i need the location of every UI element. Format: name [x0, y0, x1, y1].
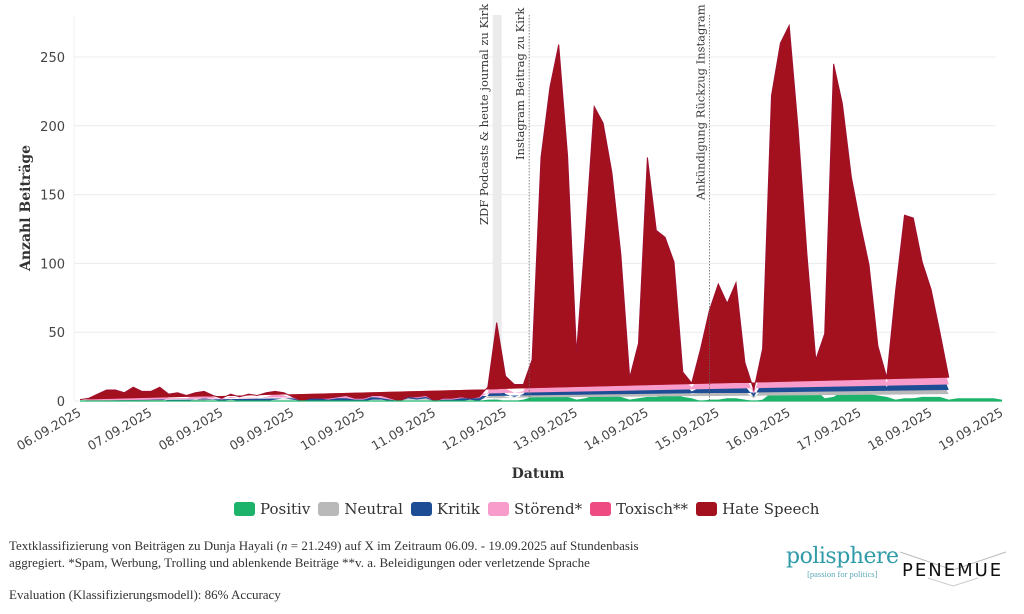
x-tick-label: 18.09.2025 — [865, 405, 934, 454]
legend-label: Hate Speech — [722, 500, 820, 518]
x-tick-label: 07.09.2025 — [85, 405, 154, 454]
legend-label: Neutral — [344, 500, 403, 518]
legend-label: Positiv — [260, 500, 311, 518]
x-tick-label: 10.09.2025 — [298, 405, 367, 454]
annotations: ZDF Podcasts & heute journal zu Kirk Inst… — [477, 3, 710, 401]
penemue-logo-name: PENEMUE — [902, 560, 1004, 581]
x-tick-label: 19.09.2025 — [936, 405, 1005, 454]
caption-evaluation: Evaluation (Klassifizierungsmodell): 86%… — [9, 587, 281, 602]
polisphere-logo-name: polisphere — [786, 544, 899, 569]
total-outline — [79, 23, 950, 402]
penemue-logo: PENEMUE — [898, 548, 1008, 588]
y-tick-label: 0 — [57, 395, 65, 410]
x-axis-title: Datum — [512, 466, 565, 482]
legend-swatch — [410, 502, 432, 516]
legend: Positiv Neutral Kritik Störend* Toxisch** Hat… — [234, 500, 827, 518]
caption-n-value: = 21.249) auf X im Zeitraum 06.09. - 19.… — [287, 538, 639, 553]
legend-swatch — [488, 502, 510, 516]
annotation-label: ZDF Podcasts & heute journal zu Kirk — [477, 3, 491, 225]
caption: Textklassifizierung von Beiträgen zu Dun… — [9, 537, 769, 603]
x-axis-ticks: 06.09.2025 07.09.2025 08.09.2025 09.09.2025… — [14, 405, 1005, 454]
legend-label: Toxisch** — [616, 500, 689, 518]
legend-item: Kritik — [410, 500, 481, 518]
y-tick-label: 50 — [48, 326, 65, 341]
legend-item: Positiv — [234, 500, 310, 518]
y-axis-ticks: 0 50 100 150 200 250 — [40, 51, 65, 410]
legend-swatch — [234, 502, 255, 516]
annotation-label: Ankündigung Rückzug Instagram — [693, 4, 707, 201]
area-hate-speech — [80, 25, 949, 402]
y-tick-label: 250 — [40, 51, 65, 66]
stacked-area-chart: ZDF Podcasts & heute journal zu Kirk Inst… — [14, 3, 1005, 482]
legend-item: Toxisch** — [590, 500, 688, 518]
caption-line-1: Textklassifizierung von Beiträgen zu Dun… — [9, 537, 769, 554]
penemue-logo-wing-icon — [899, 551, 1007, 587]
x-tick-label: 12.09.2025 — [440, 405, 509, 454]
caption-line-2: aggregiert. *Spam, Werbung, Trolling und… — [9, 555, 590, 570]
legend-label: Kritik — [436, 500, 481, 518]
x-tick-label: 08.09.2025 — [156, 405, 225, 454]
x-tick-label: 15.09.2025 — [652, 405, 721, 454]
legend-item: Neutral — [318, 500, 403, 518]
annotation-band — [492, 15, 502, 401]
legend-swatch — [696, 502, 718, 516]
x-tick-label: 13.09.2025 — [510, 405, 579, 454]
x-tick-label: 11.09.2025 — [369, 405, 438, 454]
annotation-label: Instagram Beitrag zu Kirk — [513, 7, 527, 160]
legend-label: Störend* — [514, 500, 583, 518]
legend-item: Störend* — [488, 500, 582, 518]
x-tick-label: 06.09.2025 — [14, 405, 83, 454]
caption-n-symbol: n — [281, 538, 288, 553]
polisphere-logo-tagline: [passion for politics] — [807, 569, 878, 579]
polisphere-logo: polisphere [passion for politics] — [786, 545, 899, 580]
annotation-bands — [492, 15, 502, 401]
y-tick-label: 200 — [40, 120, 65, 135]
x-tick-label: 16.09.2025 — [723, 405, 792, 454]
series-areas — [79, 23, 1002, 402]
y-tick-label: 150 — [40, 189, 65, 204]
x-tick-label: 09.09.2025 — [227, 405, 296, 454]
x-tick-label: 17.09.2025 — [794, 405, 863, 454]
y-axis-title: Anzahl Beiträge — [18, 145, 34, 272]
area-positiv — [80, 387, 1002, 401]
caption-prefix: Textklassifizierung von Beiträgen zu Dun… — [9, 538, 282, 553]
y-tick-label: 100 — [40, 257, 65, 272]
legend-item: Hate Speech — [696, 500, 819, 518]
legend-swatch — [318, 502, 340, 516]
legend-swatch — [590, 502, 612, 516]
x-tick-label: 14.09.2025 — [581, 405, 650, 454]
